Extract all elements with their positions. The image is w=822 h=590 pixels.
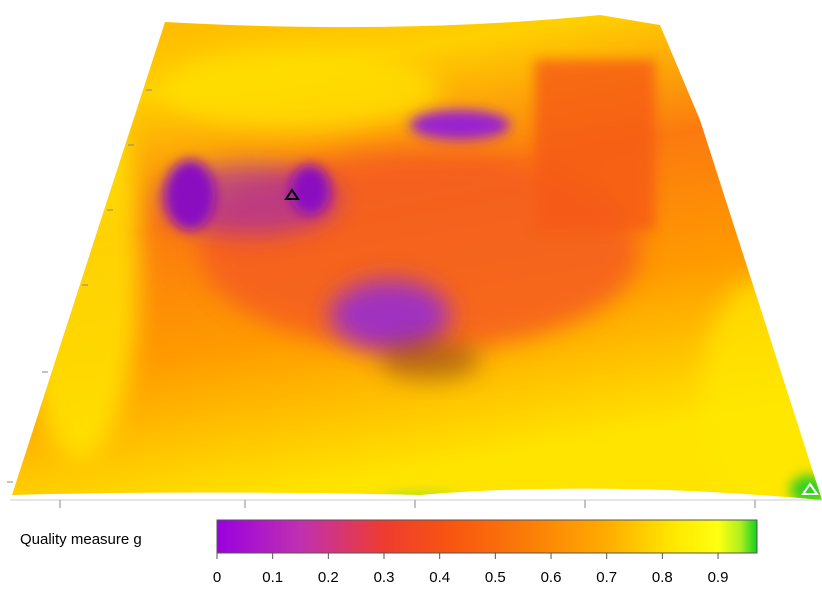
colorbar-tick-label: 0.2 <box>318 569 339 586</box>
colorbar-tick-label: 0.7 <box>596 569 617 586</box>
colorbar-tick-label: 0 <box>213 569 221 586</box>
colorbar: 0 0.1 0.2 0.3 0.4 0.5 0.6 0.7 0.8 0.9 <box>213 520 757 586</box>
colorbar-tick-label: 0.9 <box>708 569 729 586</box>
colorbar-tick-label: 0.1 <box>262 569 283 586</box>
colorbar-fill <box>217 520 757 553</box>
colorbar-tick-label: 0.6 <box>541 569 562 586</box>
colorbar-tick-label: 0.3 <box>374 569 395 586</box>
surface <box>12 15 822 520</box>
colorbar-label: Quality measure g <box>20 531 142 548</box>
figure: Quality measure g 0 0.1 0.2 0.3 0.4 0.5 0.6 0.7… <box>0 0 822 590</box>
colorbar-tick-label: 0.8 <box>652 569 673 586</box>
page: Quality measure g 0 0.1 0.2 0.3 0.4 0.5 0.6 0.7… <box>0 0 822 590</box>
colorbar-tick-label: 0.4 <box>429 569 450 586</box>
colorbar-tick-label: 0.5 <box>485 569 506 586</box>
